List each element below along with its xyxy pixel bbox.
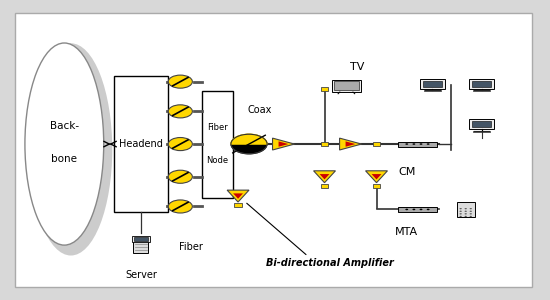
FancyBboxPatch shape [15, 13, 532, 287]
Bar [469, 79, 494, 89]
Bar [134, 237, 148, 241]
Bar [456, 202, 475, 217]
Text: Fiber: Fiber [207, 123, 228, 132]
Circle shape [412, 143, 415, 145]
Polygon shape [233, 194, 243, 199]
Polygon shape [231, 134, 267, 144]
Bar [474, 131, 490, 132]
Circle shape [168, 200, 192, 213]
Polygon shape [345, 141, 355, 147]
Circle shape [459, 208, 462, 209]
Bar [132, 236, 150, 242]
Circle shape [427, 209, 430, 210]
Text: Node: Node [206, 156, 229, 165]
Bar [474, 90, 490, 92]
Bar [332, 80, 361, 92]
Text: Bi-directional Amplifier: Bi-directional Amplifier [266, 258, 394, 268]
Bar [469, 119, 494, 129]
Circle shape [405, 143, 408, 145]
Text: bone: bone [51, 154, 78, 164]
Bar [321, 142, 328, 146]
Bar [472, 121, 491, 127]
Polygon shape [339, 138, 361, 150]
Bar [234, 203, 242, 207]
Circle shape [420, 143, 422, 145]
Circle shape [465, 211, 467, 212]
Ellipse shape [30, 43, 112, 256]
Bar [398, 207, 437, 212]
Ellipse shape [25, 43, 104, 245]
Circle shape [168, 75, 192, 88]
Text: Coax: Coax [248, 105, 272, 115]
Circle shape [470, 208, 472, 209]
Bar [373, 184, 381, 188]
Bar [423, 81, 442, 87]
Circle shape [470, 213, 472, 214]
Circle shape [168, 137, 192, 151]
Bar [424, 90, 441, 92]
Circle shape [405, 209, 408, 210]
Circle shape [465, 216, 467, 217]
Bar [472, 81, 491, 87]
Text: Fiber: Fiber [179, 242, 203, 252]
Circle shape [470, 216, 472, 217]
Bar [134, 241, 149, 253]
Text: CM: CM [398, 167, 415, 177]
Text: TV: TV [350, 62, 365, 72]
Circle shape [168, 170, 192, 183]
Text: MTA: MTA [395, 227, 418, 237]
Text: Server: Server [125, 270, 157, 280]
Circle shape [168, 105, 192, 118]
Bar [334, 81, 359, 90]
Circle shape [459, 211, 462, 212]
Polygon shape [273, 138, 294, 150]
Circle shape [459, 213, 462, 214]
Circle shape [465, 208, 467, 209]
Polygon shape [366, 171, 387, 183]
Circle shape [412, 209, 415, 210]
Bar [113, 76, 168, 212]
Bar [420, 79, 444, 89]
Circle shape [231, 134, 267, 154]
Circle shape [465, 213, 467, 214]
Polygon shape [314, 171, 336, 183]
Text: Headend: Headend [119, 139, 163, 149]
Circle shape [427, 143, 430, 145]
Bar [202, 91, 233, 198]
Circle shape [459, 216, 462, 217]
Polygon shape [372, 174, 382, 179]
Bar [321, 184, 328, 188]
Polygon shape [278, 141, 288, 147]
Polygon shape [227, 190, 249, 202]
Text: Back-: Back- [50, 121, 79, 131]
Bar [321, 87, 328, 91]
Circle shape [470, 211, 472, 212]
Polygon shape [320, 174, 329, 179]
Bar [398, 142, 437, 146]
Bar [373, 142, 381, 146]
Circle shape [420, 209, 422, 210]
